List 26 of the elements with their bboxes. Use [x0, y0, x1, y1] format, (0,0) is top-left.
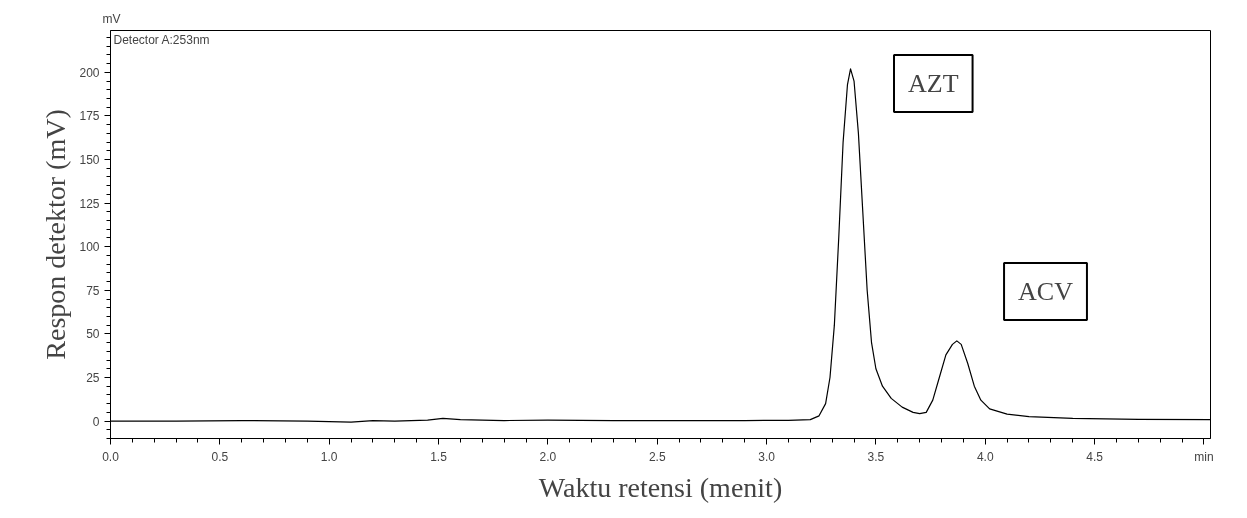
y-tick-label: 0: [92, 414, 100, 429]
text: mV: [102, 11, 121, 26]
x-tick-label: 4.0: [976, 449, 994, 464]
x-tick-label: 2.0: [539, 449, 557, 464]
x-tick-label: 1.5: [430, 449, 448, 464]
y-tick-label: 75: [86, 283, 100, 298]
x-tick-label: 3.5: [867, 449, 885, 464]
x-tick-label: 4.5: [1086, 449, 1104, 464]
x-tick-label: 0.5: [211, 449, 229, 464]
y-tick-label: 200: [79, 65, 100, 80]
x-axis-title: Waktu retensi (menit): [538, 471, 783, 503]
y-tick-label: 25: [86, 370, 100, 385]
annotation: AZT: [908, 69, 959, 99]
y-tick-label: 50: [86, 327, 100, 342]
y-tick-label: 100: [79, 240, 100, 255]
x-tick-label: 3.0: [758, 449, 776, 464]
x-tick-label: min: [1194, 449, 1214, 464]
x-tick-label: 2.5: [648, 449, 666, 464]
y-tick-label: 150: [79, 153, 100, 168]
y-tick-label: 175: [79, 109, 100, 124]
x-tick-label: 1.0: [320, 449, 338, 464]
annotation: ACV: [1018, 277, 1074, 307]
y-tick-label: 125: [79, 196, 100, 211]
y-axis-title: Respon detektor (mV): [40, 109, 72, 360]
x-tick-label: 0.0: [102, 449, 120, 464]
annotation: Detector A:253nm: [113, 32, 210, 47]
